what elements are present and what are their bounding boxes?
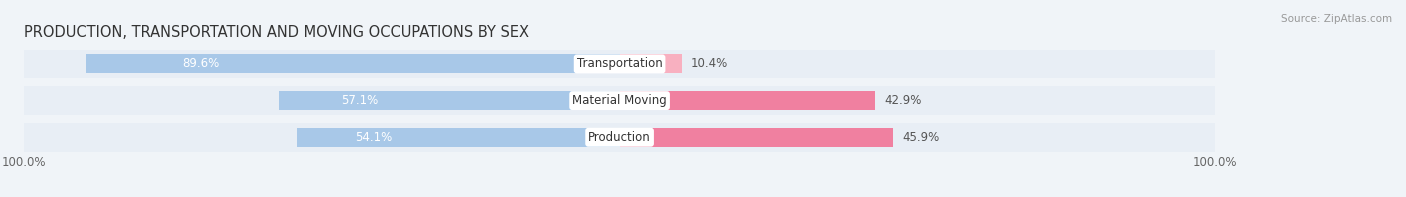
Text: 89.6%: 89.6%	[181, 58, 219, 71]
Bar	[620, 128, 893, 147]
Text: 100.0%: 100.0%	[1, 156, 46, 169]
Text: Transportation: Transportation	[576, 58, 662, 71]
Text: PRODUCTION, TRANSPORTATION AND MOVING OCCUPATIONS BY SEX: PRODUCTION, TRANSPORTATION AND MOVING OC…	[24, 25, 529, 40]
Bar	[280, 91, 620, 110]
Bar	[620, 54, 682, 73]
Bar	[24, 123, 1215, 151]
Text: Production: Production	[588, 131, 651, 144]
Bar	[86, 54, 620, 73]
Text: 10.4%: 10.4%	[692, 58, 728, 71]
Bar	[620, 91, 875, 110]
Text: 54.1%: 54.1%	[356, 131, 392, 144]
Text: Source: ZipAtlas.com: Source: ZipAtlas.com	[1281, 14, 1392, 24]
Text: Material Moving: Material Moving	[572, 94, 666, 107]
Bar	[24, 86, 1215, 115]
Text: 57.1%: 57.1%	[340, 94, 378, 107]
Text: 42.9%: 42.9%	[884, 94, 922, 107]
Bar	[24, 50, 1215, 78]
Text: 45.9%: 45.9%	[903, 131, 939, 144]
Text: 100.0%: 100.0%	[1194, 156, 1237, 169]
Bar	[297, 128, 620, 147]
